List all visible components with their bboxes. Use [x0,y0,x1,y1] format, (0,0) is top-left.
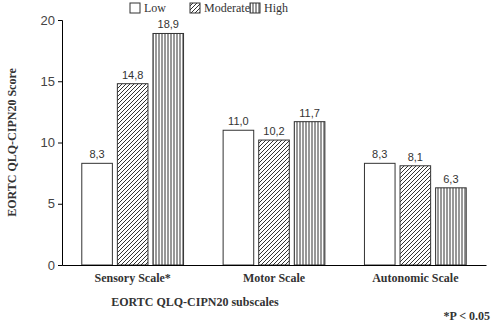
y-tick: 0 [48,258,62,273]
legend-swatch [250,3,260,13]
annotation: *P < 0.05 [443,309,490,323]
data-label: 10,2 [263,125,284,137]
y-tick-label: 10 [41,135,55,150]
data-label: 6,3 [443,173,458,185]
bar [400,166,431,265]
x-axis-line [63,265,487,266]
legend-swatch [190,3,200,13]
x-tick-label: Autonomic Scale [372,271,459,285]
bar [223,130,254,265]
y-tick: 20 [41,13,62,28]
bar [153,33,184,265]
bar [364,163,395,265]
legend-label: High [264,1,288,15]
x-tick: Sensory Scale* [94,265,170,285]
chart: 0 5 10 15 20 Sensory Scale* Motor Scale Autonom… [0,0,500,326]
y-tick: 15 [41,74,62,89]
bar [82,163,113,265]
data-label: 11,7 [299,107,320,119]
data-label: 8,1 [408,151,423,163]
data-label: 8,3 [372,148,387,160]
legend: Low Moderate High [130,1,288,15]
legend-label: Low [144,1,166,15]
y-tick: 10 [41,135,62,150]
y-tick-mark [58,204,62,205]
x-tick-label: Motor Scale [243,271,306,285]
x-tick-label: Sensory Scale* [94,271,170,285]
x-tick: Motor Scale [243,265,306,285]
x-tick: Autonomic Scale [372,265,459,285]
x-axis-title: EORTC QLQ-CIPN20 subscales [111,295,279,309]
y-axis-title: EORTC QLQ-CIPN20 Score [5,67,19,216]
bars [82,33,466,265]
plot: 0 5 10 15 20 Sensory Scale* Motor Scale Autonom… [41,13,487,285]
legend-label: Moderate [204,1,250,15]
legend-swatch [130,3,140,13]
bar [259,140,290,265]
data-label: 11,0 [228,115,249,127]
y-tick-mark [58,81,62,82]
x-axis: Sensory Scale* Motor Scale Autonomic Scale [63,265,487,285]
bar [117,84,148,265]
y-tick-mark [58,20,62,21]
y-tick-label: 15 [41,74,55,89]
y-tick-label: 0 [48,258,55,273]
data-label: 18,9 [158,18,179,30]
bar [294,122,325,265]
y-tick-mark [58,265,62,266]
y-tick-label: 5 [48,196,55,211]
data-labels: 8,3 11,0 8,3 14,8 10,2 8,1 18,9 11,7 6,3 [89,18,458,184]
y-tick-mark [58,143,62,144]
y-tick-label: 20 [41,13,55,28]
data-label: 8,3 [89,148,104,160]
y-tick: 5 [48,196,62,211]
y-axis: 0 5 10 15 20 [41,13,63,273]
bar [436,188,467,265]
data-label: 14,8 [122,69,143,81]
y-axis-line [58,21,63,266]
